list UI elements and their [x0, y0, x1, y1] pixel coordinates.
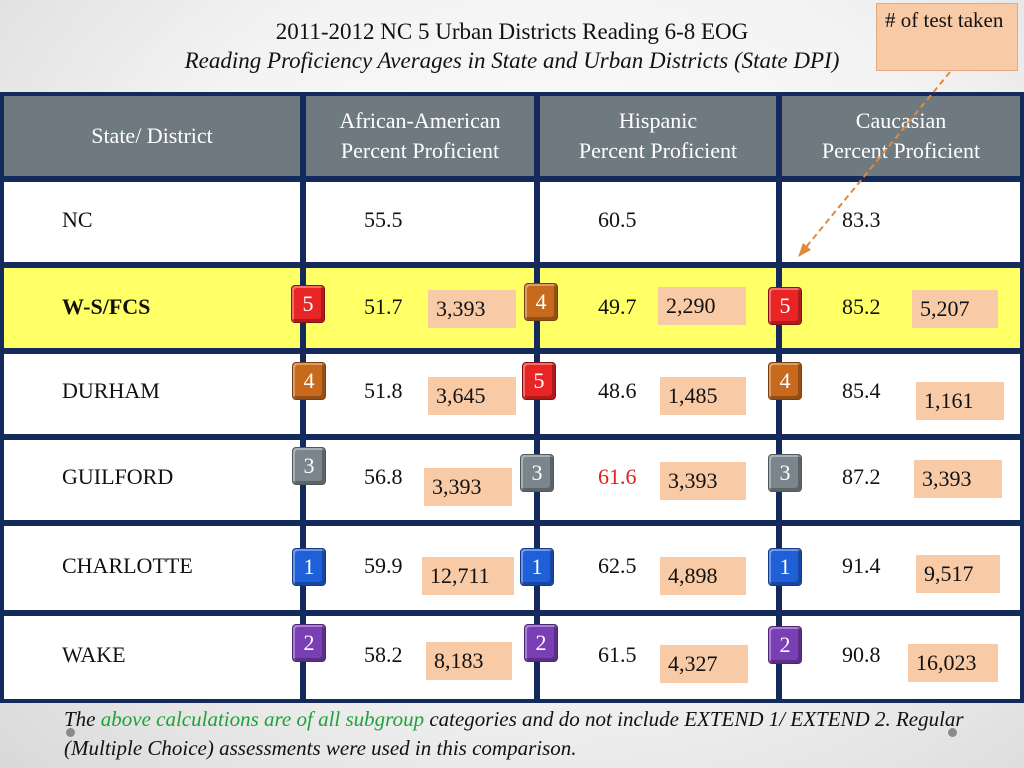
- district-name: W-S/FCS: [62, 294, 151, 319]
- header-caucasian: Caucasian Percent Proficient: [782, 96, 1020, 176]
- test-count: 2,290: [658, 287, 746, 325]
- header-caucasian-line2: Percent Proficient: [821, 138, 981, 163]
- header-aa-line1: African-American: [339, 108, 501, 133]
- test-count: 16,023: [908, 644, 998, 682]
- slide-dot-right: [948, 728, 957, 737]
- caucasian-percent: 85.4: [842, 378, 881, 403]
- callout-box: # of test taken: [876, 3, 1018, 71]
- table-row-guilford: [4, 440, 300, 520]
- test-count: 4,327: [660, 645, 748, 683]
- page-subtitle: Reading Proficiency Averages in State an…: [184, 48, 840, 73]
- footnote: The above calculations are of all subgro…: [64, 705, 964, 763]
- rank-badge-4: 4: [768, 362, 802, 400]
- rank-badge-2: 2: [292, 624, 326, 662]
- cell-nc-cauc: [782, 182, 1020, 262]
- rank-badge-3: 3: [768, 454, 802, 492]
- test-count: 5,207: [912, 290, 998, 328]
- rank-badge-2: 2: [768, 626, 802, 664]
- table-row-nc: [4, 182, 300, 262]
- test-count: 3,645: [428, 377, 516, 415]
- hispanic-percent: 62.5: [598, 553, 637, 578]
- district-name: DURHAM: [62, 378, 160, 403]
- caucasian-percent: 83.3: [842, 207, 881, 232]
- rank-badge-1: 1: [768, 548, 802, 586]
- footnote-part1: The: [64, 707, 101, 731]
- test-count: 1,161: [916, 382, 1004, 420]
- test-count: 4,898: [660, 557, 746, 595]
- hispanic-percent-highlight: 61.6: [598, 464, 637, 489]
- rank-badge-2: 2: [524, 624, 558, 662]
- footnote-emphasis: above calculations are of all subgroup: [100, 707, 425, 731]
- caucasian-percent: 90.8: [842, 642, 881, 667]
- test-count: 12,711: [422, 557, 514, 595]
- aa-percent: 56.8: [364, 464, 403, 489]
- header-african-american: African-American Percent Proficient: [306, 96, 534, 176]
- test-count: 1,485: [660, 377, 746, 415]
- test-count: 3,393: [914, 460, 1002, 498]
- header-aa-line2: Percent Proficient: [340, 138, 500, 163]
- caucasian-percent: 85.2: [842, 294, 881, 319]
- rank-badge-3: 3: [520, 454, 554, 492]
- district-name: NC: [62, 207, 93, 232]
- test-count: 8,183: [426, 642, 512, 680]
- table-row-durham: [4, 354, 300, 434]
- footnote-part3: categories and do not include EXTEND 1/ …: [64, 707, 964, 760]
- aa-percent: 51.7: [364, 294, 403, 319]
- cell-nc-aa: [306, 182, 534, 262]
- aa-percent: 51.8: [364, 378, 403, 403]
- header-hispanic: Hispanic Percent Proficient: [540, 96, 776, 176]
- rank-badge-5: 5: [768, 287, 802, 325]
- test-count: 3,393: [428, 290, 516, 328]
- caucasian-percent: 91.4: [842, 553, 881, 578]
- test-count: 3,393: [660, 462, 746, 500]
- header-hispanic-line2: Percent Proficient: [578, 138, 738, 163]
- hispanic-percent: 60.5: [598, 207, 637, 232]
- rank-badge-1: 1: [520, 548, 554, 586]
- table-row-charlotte: [4, 526, 300, 610]
- aa-percent: 58.2: [364, 642, 403, 667]
- aa-percent: 55.5: [364, 207, 403, 232]
- table-row-wsfcs: [4, 268, 300, 348]
- rank-badge-1: 1: [292, 548, 326, 586]
- header-district-label: State/ District: [91, 123, 213, 148]
- rank-badge-4: 4: [524, 283, 558, 321]
- test-count: 3,393: [424, 468, 512, 506]
- header-hispanic-line1: Hispanic: [618, 108, 698, 133]
- test-count: 9,517: [916, 555, 1000, 593]
- cell-nc-hisp: [540, 182, 776, 262]
- rank-badge-3: 3: [292, 447, 326, 485]
- district-name: CHARLOTTE: [62, 553, 193, 578]
- slide-dot-left: [66, 728, 75, 737]
- rank-badge-5: 5: [522, 362, 556, 400]
- hispanic-percent: 61.5: [598, 642, 637, 667]
- rank-badge-4: 4: [292, 362, 326, 400]
- header-caucasian-line1: Caucasian: [855, 108, 947, 133]
- aa-percent: 59.9: [364, 553, 403, 578]
- page-title: 2011-2012 NC 5 Urban Districts Reading 6…: [275, 19, 749, 44]
- district-name: GUILFORD: [62, 464, 174, 489]
- rank-badge-5: 5: [291, 285, 325, 323]
- title-block: 2011-2012 NC 5 Urban Districts Reading 6…: [0, 18, 1024, 76]
- header-district: State/ District: [4, 96, 300, 176]
- hispanic-percent: 49.7: [598, 294, 637, 319]
- table-row-wake: [4, 616, 300, 699]
- caucasian-percent: 87.2: [842, 464, 881, 489]
- hispanic-percent: 48.6: [598, 378, 637, 403]
- district-name: WAKE: [62, 642, 126, 667]
